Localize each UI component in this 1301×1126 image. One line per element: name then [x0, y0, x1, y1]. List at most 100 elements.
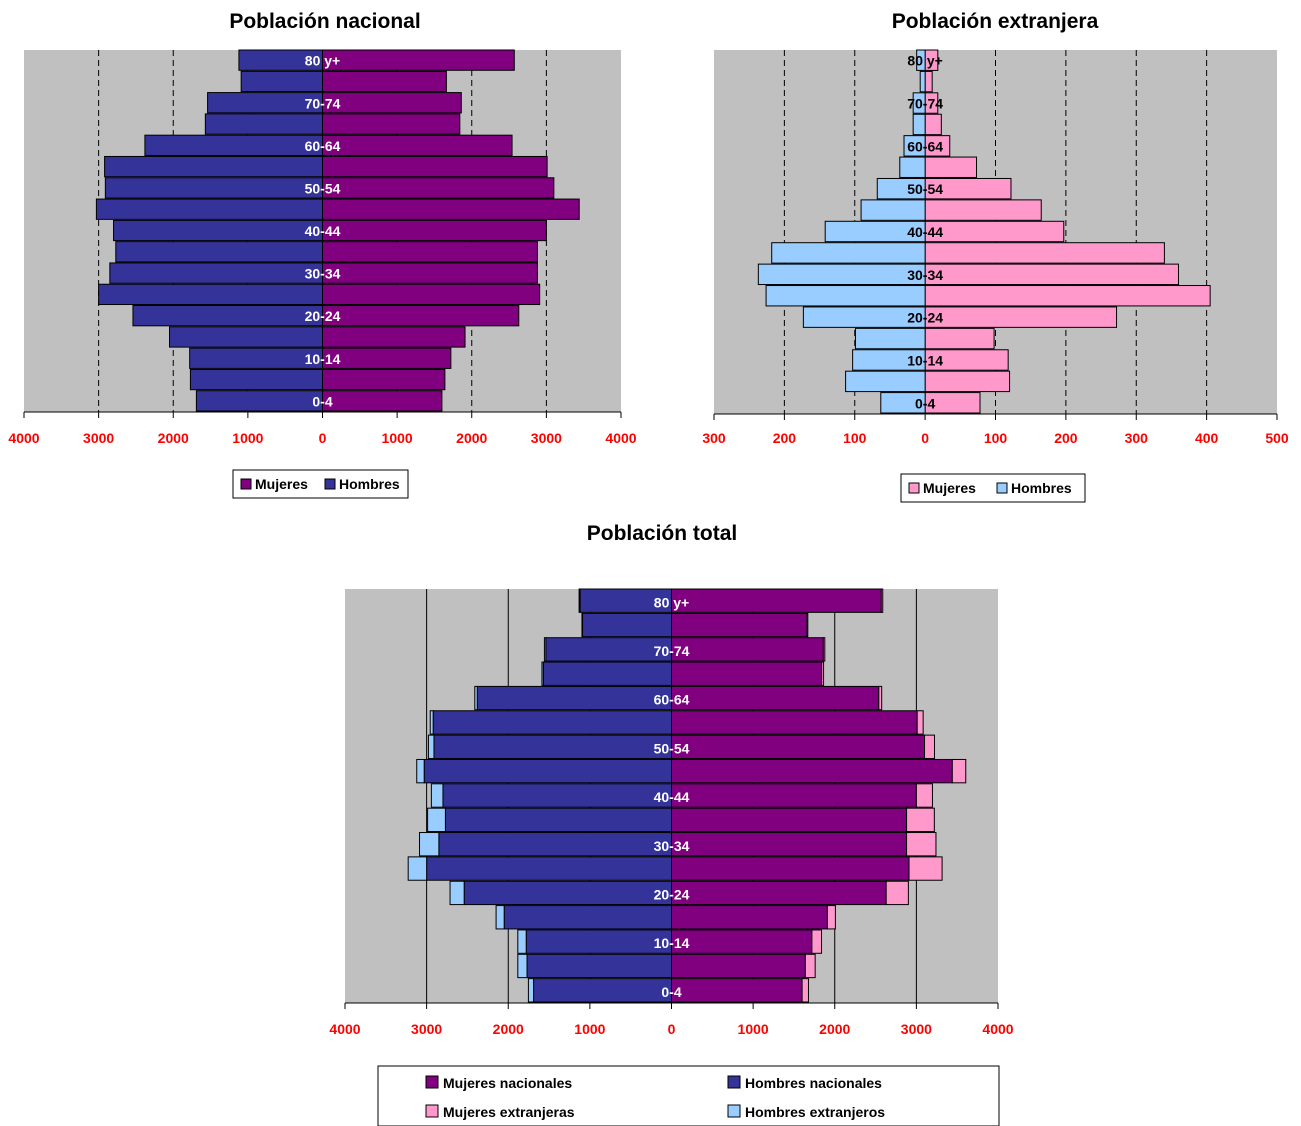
bar-mujeres-extranjeras [908, 856, 943, 881]
bar-mujeres [924, 220, 1065, 243]
x-tick-label: 0 [668, 1021, 676, 1037]
bar-hombres [144, 134, 323, 156]
legend-label: Hombres [339, 476, 400, 492]
bar-hombres [860, 199, 926, 221]
bar-mujeres-extranjeras [880, 588, 884, 613]
bar-hombres-extranjeros [581, 612, 584, 638]
x-tick-label: 0 [319, 430, 327, 446]
bar-mujeres [322, 241, 538, 263]
bar-hombres [109, 262, 323, 284]
bar-mujeres [924, 306, 1118, 328]
chart-poblacion-extranjera: 300 200 100 0 100 200 300 400 500 0-4 10-14 20-24 30… [702, 49, 1289, 503]
bar-mujeres-extranjeras [878, 685, 883, 711]
x-tick-label: 1000 [738, 1021, 769, 1037]
bar-mujeres [322, 70, 447, 93]
bar-hombres [113, 219, 323, 242]
bar-hombres-nacionales [444, 807, 672, 833]
bar-mujeres-extranjeras [801, 978, 809, 1003]
bar-mujeres [322, 113, 461, 135]
bar-hombres-nacionales [438, 832, 672, 857]
category-label: 0-4 [312, 393, 332, 409]
bar-mujeres-extranjeras [885, 880, 909, 906]
bar-mujeres [322, 390, 443, 412]
x-tick-label: 400 [1195, 430, 1219, 446]
x-tick-label: 200 [773, 430, 797, 446]
bar-hombres [852, 349, 926, 371]
bar-mujeres-extranjeras [906, 807, 935, 833]
bar-mujeres-nacionales [671, 978, 803, 1003]
bar-hombres-extranjeros [427, 807, 446, 833]
bar-mujeres [322, 347, 452, 369]
legend-label: Hombres extranjeros [745, 1104, 885, 1120]
category-label: 70-74 [305, 95, 341, 111]
bar-mujeres [924, 327, 995, 350]
chart-title-total: Población total [587, 522, 738, 545]
bar-hombres-nacionales [503, 905, 673, 930]
bar-mujeres [322, 177, 555, 199]
category-label: 70-74 [907, 96, 943, 112]
bar-hombres-nacionales [582, 612, 672, 638]
bar-hombres [132, 305, 323, 327]
legend-swatch [727, 1075, 741, 1089]
bar-hombres [115, 241, 323, 263]
legend-swatch [324, 478, 336, 490]
bar-hombres [899, 156, 926, 178]
bar-mujeres-extranjeras [826, 905, 836, 930]
chart-title-nacional: Población nacional [229, 10, 420, 33]
legend-label: Mujeres [255, 476, 308, 492]
x-tick-label: 3000 [411, 1021, 442, 1037]
bar-hombres-extranjeros [527, 978, 535, 1003]
bar-hombres [765, 285, 926, 307]
x-tick-label: 1000 [232, 430, 263, 446]
bar-mujeres [924, 199, 1042, 221]
category-label: 70-74 [654, 643, 690, 659]
bar-hombres-nacionales [433, 734, 672, 759]
bar-hombres-extranjeros [517, 953, 528, 979]
bar-hombres-nacionales [526, 953, 672, 979]
bar-mujeres [924, 285, 1211, 307]
x-tick-label: 200 [1054, 430, 1078, 446]
bar-hombres-extranjeros [541, 661, 544, 686]
category-label: 40-44 [654, 789, 690, 805]
legend-swatch [425, 1104, 439, 1118]
bar-hombres-nacionales [432, 710, 672, 735]
bar-mujeres-nacionales [671, 832, 908, 857]
legend-swatch [908, 482, 920, 494]
category-label: 50-54 [654, 740, 690, 756]
category-label: 10-14 [654, 935, 690, 951]
category-label: 20-24 [907, 310, 943, 326]
x-tick-label: 4000 [329, 1021, 360, 1037]
bar-hombres-nacionales [426, 856, 672, 881]
bar-mujeres [322, 368, 446, 391]
category-label: 30-34 [907, 267, 943, 283]
category-label: 80 y+ [907, 53, 942, 69]
bar-mujeres-extranjeras [951, 758, 967, 784]
category-label: 20-24 [305, 308, 341, 324]
x-tick-label: 4000 [605, 430, 636, 446]
bar-hombres-extranjeros [427, 734, 435, 759]
category-label: 40-44 [907, 224, 943, 240]
bar-hombres-extranjeros [407, 856, 428, 881]
x-tick-label: 2000 [456, 430, 487, 446]
x-tick-label: 1000 [382, 430, 413, 446]
bar-mujeres [322, 198, 580, 220]
bar-mujeres [322, 92, 462, 114]
bar-mujeres-extranjeras [906, 832, 937, 857]
bar-hombres [854, 327, 926, 350]
legend-label: Hombres nacionales [745, 1075, 882, 1091]
bar-mujeres-nacionales [671, 905, 828, 930]
chart-poblacion-total: 4000 3000 2000 1000 0 1000 2000 3000 4000 0-4 10-1… [329, 588, 1014, 1126]
bar-hombres [903, 135, 926, 157]
legend-box [900, 473, 1086, 503]
bar-hombres [104, 155, 323, 178]
bar-mujeres [322, 155, 548, 178]
x-tick-label: 0 [921, 430, 929, 446]
bar-hombres [771, 242, 926, 264]
bar-hombres-extranjeros [449, 880, 465, 906]
category-label: 60-64 [907, 138, 943, 154]
bar-mujeres [322, 134, 513, 156]
category-label: 60-64 [305, 138, 341, 154]
bar-mujeres-nacionales [671, 685, 880, 711]
bar-hombres [824, 220, 926, 243]
bar-hombres [95, 198, 324, 220]
